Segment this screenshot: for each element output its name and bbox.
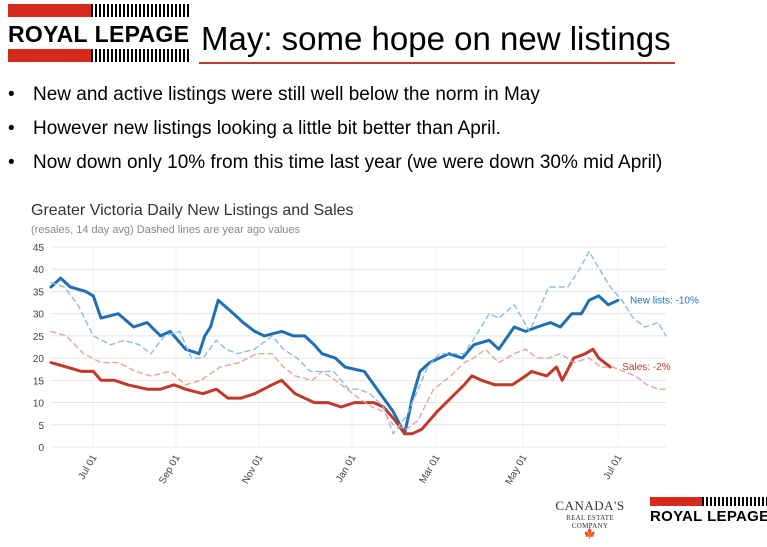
maple-leaf-icon: 🍁 — [583, 529, 597, 540]
y-tick-label: 20 — [33, 354, 45, 365]
bullet-dot-icon: • — [8, 84, 15, 105]
x-tick-label: Jul 01 — [77, 453, 100, 482]
x-tick-label: Jul 01 — [602, 453, 625, 482]
bullet-item: • However new listings looking a little b… — [8, 112, 662, 146]
x-tick-label: Sep 01 — [157, 453, 183, 486]
bullet-item: • New and active listings were still well… — [8, 78, 662, 112]
line-chart: 0 5 10 15 20 25 30 35 40 45 Jul 01 Sep 01 Nov 01 Jan … — [33, 243, 699, 487]
series-line — [49, 347, 612, 436]
y-tick-label: 45 — [33, 243, 45, 254]
y-tick-label: 15 — [33, 376, 45, 387]
bullet-list: • New and active listings were still well… — [8, 78, 662, 180]
title-underline — [199, 62, 675, 64]
y-tick-label: 5 — [38, 421, 44, 432]
x-tick-label: May 01 — [504, 453, 530, 487]
y-tick-label: 30 — [33, 310, 45, 321]
x-tick-label: Nov 01 — [240, 453, 266, 486]
brand-logo-footer: ROYAL LEPAGE — [650, 497, 767, 537]
canadas-real-estate-logo: CANADA'S REAL ESTATE COMPANY 🍁 — [555, 498, 625, 540]
series-end-label: Sales: -2% — [622, 362, 670, 373]
logo-stripe-top — [8, 4, 191, 17]
logo-stripe-bottom — [8, 49, 191, 62]
logo-wordmark: ROYAL LEPAGE — [8, 21, 190, 47]
y-tick-label: 25 — [33, 332, 45, 343]
brand-logo: ROYAL LEPAGE — [8, 4, 191, 62]
series-line-year-ago — [50, 250, 667, 435]
series-end-label: New lists: -10% — [630, 295, 699, 306]
bullet-dot-icon: • — [8, 152, 15, 173]
bullet-dot-icon: • — [8, 118, 15, 139]
logo-wordmark: ROYAL LEPAGE — [650, 508, 767, 525]
bullet-item: • Now down only 10% from this time last y… — [8, 146, 662, 180]
chart-subtitle: (resales, 14 day avg) Dashed lines are y… — [31, 224, 301, 236]
y-tick-label: 0 — [38, 443, 44, 454]
series-line — [49, 276, 620, 436]
y-tick-label: 35 — [33, 287, 45, 298]
series-line-year-ago — [50, 330, 667, 430]
y-tick-label: 40 — [33, 265, 45, 276]
chart-title: Greater Victoria Daily New Listings and … — [31, 202, 354, 219]
logo-stripe-top — [650, 497, 767, 506]
x-tick-label: Mar 01 — [418, 453, 443, 486]
y-tick-label: 10 — [33, 399, 45, 410]
x-tick-label: Jan 01 — [334, 453, 359, 485]
slide-title: May: some hope on new listings — [201, 20, 671, 57]
